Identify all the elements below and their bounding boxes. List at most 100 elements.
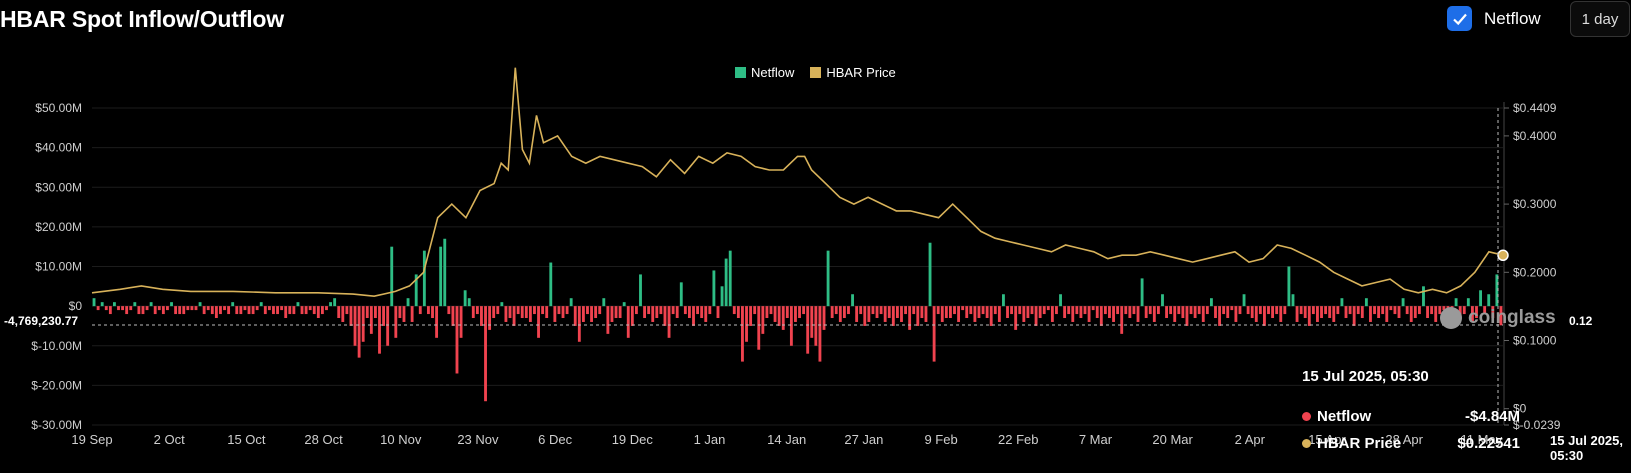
netflow-bar	[1046, 306, 1050, 311]
y-left-tick-label: $0	[69, 299, 83, 313]
netflow-bar	[422, 250, 426, 307]
netflow-bar	[577, 306, 581, 342]
netflow-bar	[581, 306, 585, 322]
netflow-bar	[1360, 306, 1364, 319]
netflow-bar	[145, 306, 149, 311]
netflow-bar	[1050, 306, 1054, 322]
netflow-bar	[1201, 306, 1205, 322]
netflow-bar	[769, 306, 773, 315]
netflow-bar	[732, 306, 736, 315]
netflow-bar	[741, 306, 744, 362]
netflow-bar	[345, 306, 349, 315]
netflow-bar	[1112, 306, 1115, 322]
netflow-bar	[255, 306, 259, 311]
netflow-bar	[618, 306, 622, 319]
netflow-bar	[802, 306, 806, 315]
netflow-bar	[239, 306, 243, 315]
netflow-bar	[647, 306, 651, 315]
netflow-bar	[267, 306, 271, 311]
netflow-bar	[957, 306, 961, 322]
netflow-bar	[308, 306, 312, 311]
crosshair-left-label: -4,769,230.77	[0, 313, 83, 329]
netflow-bar	[349, 306, 353, 326]
netflow-bar	[859, 306, 863, 315]
netflow-bar	[639, 274, 642, 307]
netflow-bar	[1091, 306, 1095, 311]
netflow-bar	[712, 270, 716, 307]
netflow-bar	[1067, 306, 1071, 315]
price-swatch	[810, 67, 822, 78]
x-tick-label: 19 Dec	[612, 432, 654, 447]
netflow-bar	[1311, 306, 1315, 315]
netflow-bar	[182, 306, 186, 315]
netflow-bar	[985, 306, 989, 319]
netflow-bar	[304, 306, 308, 315]
crosshair-right-label: 0.12	[1565, 313, 1597, 329]
y-right-tick-label: $0	[1513, 402, 1527, 416]
tooltip-value: -$4.84M	[1464, 408, 1520, 425]
netflow-bar	[186, 306, 190, 311]
watermark-text: coinglass	[1468, 307, 1556, 328]
netflow-bar	[1344, 306, 1348, 319]
netflow-bar	[761, 306, 765, 334]
price-dot-icon	[1302, 439, 1311, 448]
netflow-bar	[1377, 306, 1381, 319]
netflow-bar	[1152, 306, 1156, 322]
netflow-bar	[598, 306, 602, 315]
netflow-bar	[100, 302, 104, 307]
netflow-bar	[1079, 306, 1083, 319]
netflow-bar	[386, 306, 390, 346]
netflow-bar	[908, 306, 912, 330]
netflow-bar	[365, 306, 369, 319]
netflow-bar	[606, 306, 610, 334]
netflow-bar	[1075, 306, 1079, 315]
netflow-bar	[1185, 306, 1189, 326]
x-tick-label: 23 Nov	[457, 432, 499, 447]
netflow-bar	[663, 306, 667, 326]
netflow-bar	[1291, 294, 1295, 307]
legend-price[interactable]: HBAR Price	[810, 65, 896, 80]
netflow-bar	[622, 302, 626, 307]
netflow-bar	[1303, 306, 1307, 319]
netflow-bar	[1083, 306, 1087, 315]
netflow-bar	[108, 306, 112, 315]
netflow-bar	[210, 306, 214, 315]
netflow-bar	[997, 306, 1001, 322]
netflow-bar	[1218, 306, 1222, 326]
netflow-bar	[96, 306, 100, 311]
netflow-bar	[1470, 306, 1474, 322]
netflow-bar	[1340, 298, 1344, 307]
legend-netflow[interactable]: Netflow	[735, 65, 794, 80]
y-left-tick-label: $50.00M	[35, 101, 82, 115]
netflow-bar	[402, 306, 406, 322]
netflow-bar	[655, 306, 659, 319]
netflow-bar	[1320, 306, 1323, 319]
netflow-bar	[1042, 306, 1046, 315]
netflow-bar	[528, 306, 532, 322]
netflow-bar	[1189, 306, 1193, 315]
netflow-bar	[630, 306, 634, 326]
interval-select[interactable]: 1 day	[1570, 1, 1630, 37]
check-icon[interactable]	[1447, 6, 1472, 31]
tooltip-name: HBAR Price	[1317, 435, 1402, 452]
netflow-toggle[interactable]: Netflow	[1447, 6, 1541, 31]
netflow-bar	[936, 306, 940, 315]
netflow-bar	[459, 306, 463, 338]
netflow-bar	[1454, 298, 1458, 307]
netflow-bar	[1095, 306, 1099, 319]
netflow-bar	[765, 306, 769, 319]
netflow-bar	[928, 242, 932, 307]
netflow-bar	[810, 306, 814, 338]
netflow-bar	[745, 306, 748, 342]
netflow-bar	[1120, 306, 1124, 334]
netflow-bar	[688, 306, 691, 319]
y-right-tick-label: $-0.0239	[1513, 418, 1561, 432]
netflow-bar	[651, 306, 655, 322]
netflow-bar	[455, 306, 459, 374]
netflow-bar	[1116, 306, 1120, 315]
netflow-bar	[1430, 306, 1434, 315]
netflow-bar	[1099, 306, 1103, 326]
netflow-bar	[113, 302, 116, 307]
netflow-bar	[1034, 306, 1038, 326]
netflow-bar	[1491, 306, 1495, 319]
